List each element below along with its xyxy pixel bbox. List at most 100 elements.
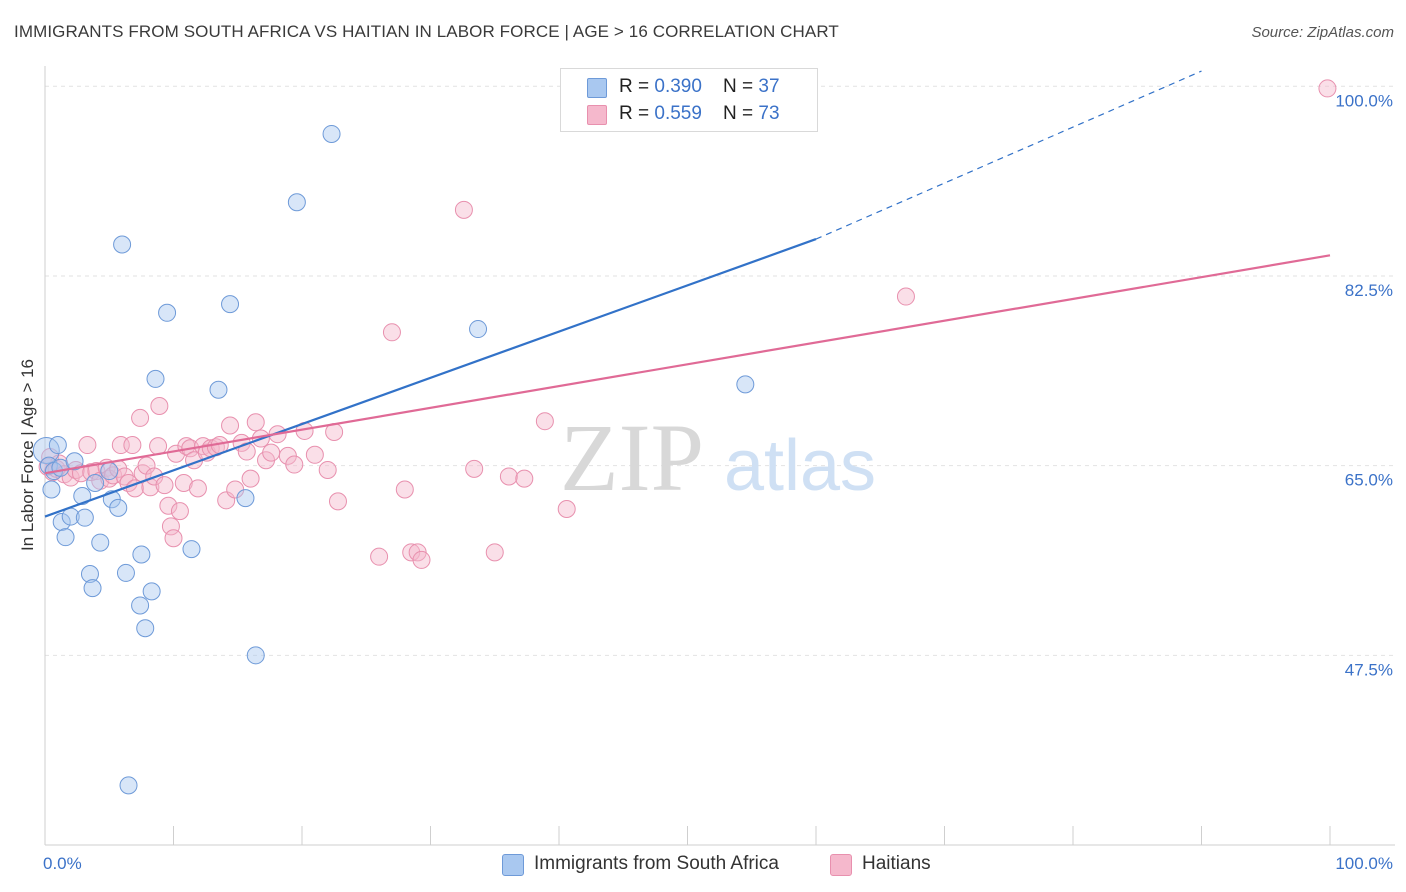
- south-africa-point: [56, 528, 75, 547]
- south-africa-point: [83, 579, 102, 598]
- haitians-point: [78, 436, 97, 455]
- haitians-point: [395, 480, 414, 499]
- r-label: R =: [619, 103, 655, 124]
- south-africa-point: [52, 512, 71, 531]
- r-label: R =: [619, 76, 655, 97]
- y-tick-label: 100.0%: [1335, 91, 1393, 110]
- haitians-point: [896, 287, 915, 306]
- y-tick-label: 65.0%: [1345, 471, 1393, 490]
- south-africa-point: [86, 473, 105, 492]
- south-africa-point: [287, 193, 306, 212]
- south-africa-point: [109, 498, 128, 517]
- haitians-trend-line: [44, 254, 1331, 475]
- haitians-point: [402, 543, 421, 562]
- haitians-point: [221, 416, 240, 435]
- haitians-point: [164, 529, 183, 548]
- haitians-point: [465, 459, 484, 478]
- haitians-point: [1318, 79, 1337, 98]
- south-africa-point: [100, 462, 119, 481]
- haitians-swatch: [587, 105, 607, 125]
- south-africa-point: [91, 533, 110, 552]
- haitians-point: [188, 479, 207, 498]
- haitians-point: [412, 550, 431, 569]
- y-tick-label: 82.5%: [1345, 281, 1393, 300]
- y-tick-label: 47.5%: [1345, 660, 1393, 679]
- r-value: 0.559: [654, 103, 702, 124]
- south-africa-point: [246, 646, 265, 665]
- south-africa-point: [132, 545, 151, 564]
- south-africa-swatch: [587, 78, 607, 98]
- haitians-point: [535, 412, 554, 431]
- legend-label: Haitians: [862, 853, 931, 874]
- grid-lines: [45, 85, 1395, 656]
- south-africa-point: [136, 619, 155, 638]
- haitians-point: [515, 469, 534, 488]
- haitians-point: [123, 436, 142, 455]
- haitians-point: [499, 467, 518, 486]
- axes: [44, 66, 1395, 846]
- haitians-point: [131, 408, 150, 427]
- south-africa-point: [113, 235, 132, 254]
- haitians-point: [155, 476, 174, 495]
- south-africa-trend-extension: [815, 70, 1202, 240]
- south-africa-point: [146, 369, 165, 388]
- haitians-point: [159, 496, 178, 515]
- haitians-point: [382, 323, 401, 342]
- haitians-point: [485, 543, 504, 562]
- haitians-point: [246, 413, 265, 432]
- south-africa-point: [221, 295, 240, 314]
- r-value: 0.390: [654, 76, 702, 97]
- haitians-point: [305, 445, 324, 464]
- legend-label: Immigrants from South Africa: [534, 853, 779, 874]
- south-africa-point: [142, 582, 161, 601]
- x-tick-label: 100.0%: [1335, 854, 1393, 873]
- n-value: 73: [758, 103, 780, 124]
- south-africa-point: [73, 486, 92, 505]
- south-africa-point: [236, 489, 255, 508]
- haitians-point: [170, 502, 189, 521]
- south-africa-point: [116, 563, 135, 582]
- south-africa-legend-swatch: [502, 854, 524, 876]
- haitians-legend-swatch: [830, 854, 852, 876]
- south-africa-point: [39, 456, 58, 475]
- haitians-point: [557, 499, 576, 518]
- n-label: N =: [723, 76, 759, 97]
- south-africa-point: [80, 565, 99, 584]
- south-africa-point: [65, 452, 84, 471]
- haitians-point: [150, 397, 169, 416]
- watermark: ZIP atlas: [560, 404, 876, 511]
- n-label: N =: [723, 103, 759, 124]
- x-tick-label: 0.0%: [43, 854, 82, 873]
- haitians-point: [285, 455, 304, 474]
- south-africa-point: [119, 776, 138, 795]
- south-africa-trend-line: [44, 238, 817, 518]
- n-value: 37: [758, 76, 780, 97]
- south-africa-point: [32, 436, 60, 464]
- south-africa-point: [182, 540, 201, 559]
- haitians-point: [262, 443, 281, 462]
- y-axis-label: In Labor Force | Age > 16: [18, 358, 37, 552]
- watermark-zip: ZIP: [560, 404, 704, 511]
- south-africa-point: [209, 380, 228, 399]
- south-africa-point: [75, 508, 94, 527]
- haitians-point: [241, 469, 260, 488]
- watermark-atlas: atlas: [724, 426, 876, 506]
- haitians-point: [174, 473, 193, 492]
- south-africa-point: [736, 375, 755, 394]
- haitians-point: [318, 460, 337, 479]
- south-africa-point: [322, 124, 341, 143]
- chart-title: IMMIGRANTS FROM SOUTH AFRICA VS HAITIAN …: [14, 22, 839, 41]
- south-africa-point: [131, 596, 150, 615]
- haitians-point: [370, 547, 389, 566]
- stats-legend: R = 0.390 N = 37 R = 0.559 N = 73: [560, 68, 818, 132]
- source-label: Source: ZipAtlas.com: [1251, 24, 1394, 41]
- haitians-point: [161, 517, 180, 536]
- haitians-point: [328, 492, 347, 511]
- south-africa-point: [469, 320, 488, 339]
- trend-lines: [44, 70, 1331, 518]
- south-africa-point: [42, 480, 61, 499]
- south-africa-point: [48, 436, 67, 455]
- tick-labels: 47.5% 65.0% 82.5% 100.0% 0.0% 100.0%: [43, 91, 1393, 873]
- south-africa-point: [158, 303, 177, 322]
